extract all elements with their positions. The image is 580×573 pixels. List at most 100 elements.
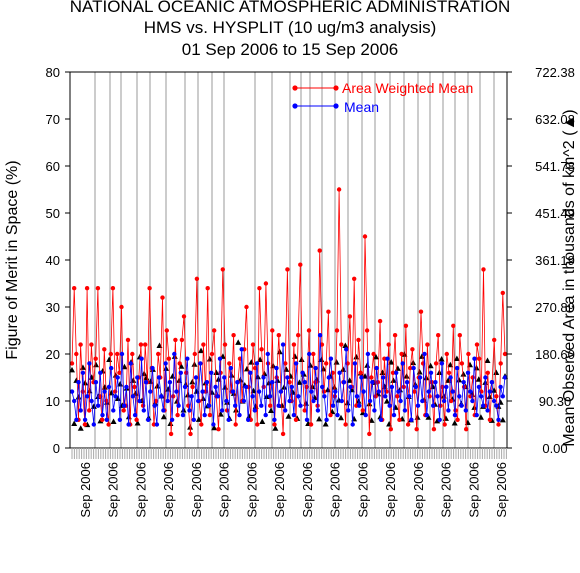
mean-point [374,365,379,371]
mean-point [224,398,229,404]
right-y-axis: 0.00 90.30 180.60 270.89 361.19 451.49 541.78 6… [507,65,575,456]
legend-marker-mean-end [333,103,339,109]
area-weighted-mean-point [244,304,249,310]
x-tick-label-8: Sep 2006 [300,462,315,518]
area-weighted-mean-point [464,427,469,432]
area-weighted-mean-point [209,351,215,357]
area-weighted-mean-point [102,347,107,352]
observed-area-marker [307,362,314,368]
x-tick-label-15: Sep 2006 [494,462,509,518]
area-weighted-mean-point [345,361,350,366]
mean-point [161,408,166,413]
area-weighted-mean-point [93,356,98,361]
y2-tick-label-6: 541.78 [535,159,575,174]
area-weighted-mean-point [164,328,169,333]
mean-point [407,394,412,399]
y-tick-label-6: 60 [46,159,60,174]
observed-area-marker [418,353,425,359]
mean-point [132,412,138,418]
area-weighted-mean-point [194,276,200,281]
mean-point [265,351,270,357]
mean-point [78,408,83,413]
mean-point [468,389,473,394]
y2-tick-label-3: 270.89 [535,300,575,315]
observed-area-marker [499,416,506,423]
observed-area-marker [460,371,467,377]
mean-point [246,417,251,422]
mean-point [248,370,253,375]
area-weighted-mean-point [173,337,178,343]
mean-point [289,384,294,390]
mean-point [198,361,203,366]
observed-area-marker [117,380,124,387]
area-weighted-mean-point [397,417,402,422]
mean-point [302,380,307,385]
observed-area-marker [425,414,432,420]
mean-point [494,403,499,408]
mean-point [311,398,316,404]
observed-area-marker [296,379,303,385]
area-weighted-mean-point [270,328,275,333]
mean-point [206,403,212,408]
area-weighted-mean-point [84,286,90,291]
mean-point [487,389,492,394]
mean-point [72,398,77,404]
mean-point [98,370,103,375]
observed-area-marker [453,355,460,361]
area-weighted-mean-point [388,427,393,432]
mean-point [235,380,240,385]
area-weighted-mean-point [143,342,148,347]
mean-point [452,412,458,418]
area-weighted-mean-point [190,384,195,390]
chart-title-line-1: NATIONAL OCEANIC ATMOSPHERIC ADMINISTRAT… [70,0,510,16]
observed-area-marker [390,377,397,383]
mean-point [444,384,449,390]
observed-area-marker [298,356,305,363]
area-weighted-mean-point [224,408,230,413]
vertical-gridlines [94,72,495,448]
mean-point [411,365,416,371]
y2-tick-label-1: 90.30 [539,394,572,409]
mean-point [335,412,340,418]
mean-point [263,412,268,418]
observed-area-marker [169,373,176,379]
mean-point [322,394,327,399]
mean-point [215,394,220,399]
area-weighted-mean-point [72,286,77,291]
observed-area-marker [195,416,202,422]
mean-point [152,403,157,408]
mean-point [274,365,279,371]
right-y-axis-label: Mean Observed Area in thousands of km^2 … [561,109,578,446]
area-weighted-mean-point [207,412,213,418]
observed-area-marker [342,342,349,348]
observed-area-marker [467,361,474,368]
observed-area-marker [77,425,84,431]
area-weighted-mean-point [324,361,329,366]
mean-point [237,412,242,418]
mean-point [483,375,488,380]
area-weighted-mean-point [364,328,370,333]
mean-point [350,422,355,427]
area-weighted-mean-point [69,361,75,366]
area-weighted-mean-point [110,286,116,291]
area-weighted-mean-point [74,351,79,357]
area-weighted-mean-point [201,342,206,347]
area-weighted-mean-point [358,370,363,375]
observed-area-marker [211,424,218,431]
mean-point [315,408,321,413]
area-weighted-mean-point [377,318,383,324]
area-weighted-mean-point [476,356,482,361]
mean-point [291,412,297,418]
area-weighted-mean-point [362,234,368,239]
x-tick-label-0: Sep 2006 [78,462,93,518]
mean-point [354,394,360,399]
mean-point [470,398,475,404]
observed-area-marker [438,355,445,362]
mean-point [280,342,286,347]
mean-point [454,365,460,371]
mean-point [370,380,375,385]
mean-point [254,361,260,366]
area-weighted-mean-point [352,276,357,281]
area-weighted-mean-point [100,417,105,422]
area-weighted-mean-point [306,328,312,333]
